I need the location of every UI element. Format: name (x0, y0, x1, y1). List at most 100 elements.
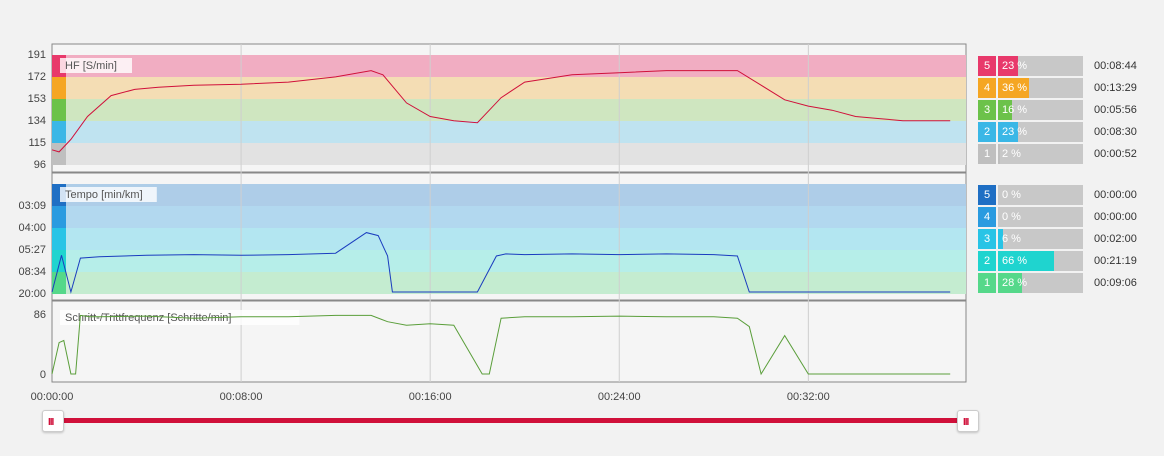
legend-row-2-4: 4 0 % (978, 207, 1083, 227)
legend-row-1-4: 4 36 % (978, 78, 1083, 98)
legend-bar-fill (998, 78, 1029, 98)
legend-bar-fill (998, 273, 1022, 293)
legend-bar-fill (998, 251, 1055, 271)
legend-bar: 23 % (998, 56, 1083, 76)
legend-time: 00:05:56 (1094, 104, 1137, 116)
hf-tick-label: 153 (28, 93, 46, 105)
legend-bar: 28 % (998, 273, 1083, 293)
tempo-tick-label: 03:09 (18, 200, 46, 212)
zone-marker-2-4 (52, 206, 66, 228)
legend-percent: 23 % (1002, 60, 1028, 72)
legend-row-2-2: 2 66 % (978, 251, 1083, 271)
legend-percent: 16 % (1002, 104, 1028, 116)
legend-time: 00:08:44 (1094, 60, 1137, 72)
legend-bar: 16 % (998, 100, 1083, 120)
legend-zone-number: 4 (978, 78, 996, 98)
zone-marker-1-2 (52, 121, 66, 143)
zone-marker-2-2 (52, 250, 66, 272)
legend-bar: 2 % (998, 144, 1083, 164)
legend-zone-number: 3 (978, 229, 996, 249)
legend-percent: 23 % (1002, 126, 1028, 138)
x-tick-label: 00:08:00 (220, 391, 263, 403)
zone-marker-1-4 (52, 77, 66, 99)
legend-zone-number: 3 (978, 100, 996, 120)
legend-zone-number: 2 (978, 122, 996, 142)
legend-bar-fill (998, 100, 1012, 120)
hf-tick-label: 96 (34, 159, 46, 171)
legend-bar: 6 % (998, 229, 1083, 249)
legend-zone-number: 5 (978, 185, 996, 205)
tempo-tick-label: 20:00 (18, 288, 46, 300)
legend-time: 00:13:29 (1094, 82, 1137, 94)
slider-handle-start[interactable]: III (42, 410, 64, 432)
cadence-tick-label: 0 (40, 369, 46, 381)
zone-band-1-1 (52, 143, 966, 165)
legend-time: 00:08:30 (1094, 126, 1137, 138)
legend-time: 00:00:52 (1094, 148, 1137, 160)
cadence-line (51, 314, 951, 376)
legend-bar: 23 % (998, 122, 1083, 142)
legend-zone-number: 4 (978, 207, 996, 227)
hf-tick-label: 191 (28, 49, 46, 61)
zone-marker-2-3 (52, 228, 66, 250)
legend-bar: 66 % (998, 251, 1083, 271)
legend-percent: 36 % (1002, 82, 1028, 94)
legend-bar: 0 % (998, 185, 1083, 205)
legend-zone-number: 2 (978, 251, 996, 271)
legend-bar-fill (998, 229, 1004, 249)
legend-bar-fill (998, 144, 1000, 164)
tempo-line (51, 232, 951, 294)
legend-percent: 28 % (1002, 277, 1028, 289)
legend-zone-number: 1 (978, 273, 996, 293)
tempo-tick-label: 08:34 (18, 266, 46, 278)
zone-band-2-5 (52, 184, 966, 206)
zone-band-1-5 (52, 55, 966, 77)
zone-band-2-2 (52, 250, 966, 272)
panel-title-1: HF [S/min] (65, 60, 117, 72)
hf-line (51, 70, 951, 153)
x-tick-label: 00:16:00 (409, 391, 452, 403)
legend-row-1-3: 3 16 % (978, 100, 1083, 120)
panel-title-3: Schritt-/Trittfrequenz [Schritte/min] (65, 312, 231, 324)
legend-zone-number: 5 (978, 56, 996, 76)
legend-bar: 36 % (998, 78, 1083, 98)
cadence-tick-label: 86 (34, 309, 46, 321)
hf-tick-label: 172 (28, 71, 46, 83)
zone-band-2-1 (52, 272, 966, 294)
legend-bar-fill (998, 56, 1018, 76)
legend-bar: 0 % (998, 207, 1083, 227)
zone-band-2-3 (52, 228, 966, 250)
legend-time: 00:00:00 (1094, 189, 1137, 201)
legend-row-1-5: 5 23 % (978, 56, 1083, 76)
legend-percent: 2 % (1002, 148, 1021, 160)
zone-marker-1-3 (52, 99, 66, 121)
tempo-tick-label: 05:27 (18, 244, 46, 256)
hf-tick-label: 134 (28, 115, 46, 127)
slider-handle-end[interactable]: III (957, 410, 979, 432)
zone-band-2-4 (52, 206, 966, 228)
legend-bar-fill (998, 122, 1018, 142)
tempo-tick-label: 04:00 (18, 222, 46, 234)
hf-tick-label: 115 (28, 137, 46, 149)
zone-band-1-2 (52, 121, 966, 143)
legend-zone-number: 1 (978, 144, 996, 164)
legend-time: 00:02:00 (1094, 233, 1137, 245)
legend-time: 00:09:06 (1094, 277, 1137, 289)
legend-percent: 6 % (1002, 233, 1021, 245)
legend-percent: 0 % (1002, 189, 1021, 201)
legend-percent: 66 % (1002, 255, 1028, 267)
legend-row-2-1: 1 28 % (978, 273, 1083, 293)
x-tick-label: 00:32:00 (787, 391, 830, 403)
zone-band-1-4 (52, 77, 966, 99)
legend-row-1-1: 1 2 % (978, 144, 1083, 164)
legend-time: 00:21:19 (1094, 255, 1137, 267)
legend-row-1-2: 2 23 % (978, 122, 1083, 142)
legend-percent: 0 % (1002, 211, 1021, 223)
x-tick-label: 00:00:00 (31, 391, 74, 403)
slider-track[interactable] (52, 418, 967, 423)
legend-row-2-3: 3 6 % (978, 229, 1083, 249)
panel-title-bg (60, 187, 157, 202)
panel-title-bg (60, 58, 132, 73)
panel-title-2: Tempo [min/km] (65, 189, 143, 201)
